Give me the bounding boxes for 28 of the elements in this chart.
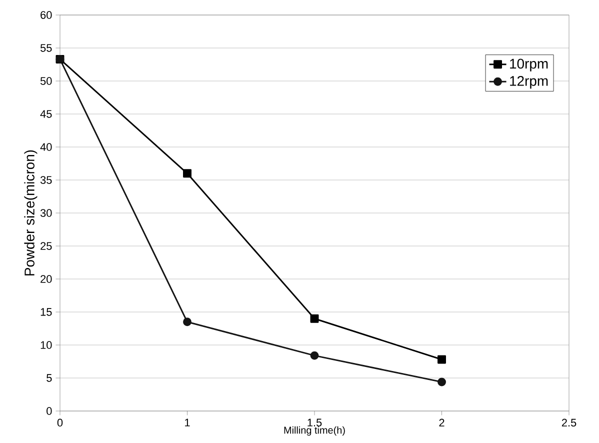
x-tick-label: 1 — [185, 418, 190, 426]
y-tick-label: 25 — [40, 242, 52, 250]
legend-label: 12rpm — [510, 76, 548, 89]
y-tick-label: 30 — [40, 209, 52, 217]
x-axis-title: Milling time(h) — [284, 426, 345, 436]
x-tick-label: 2 — [439, 418, 444, 426]
y-tick-label: 20 — [40, 275, 52, 283]
y-tick-label: 45 — [40, 110, 52, 118]
point — [183, 169, 192, 178]
y-tick-label: 10 — [40, 341, 52, 349]
y-tick-label: 15 — [40, 308, 52, 316]
y-tick-label: 35 — [40, 176, 52, 184]
legend-label: 10rpm — [510, 58, 548, 72]
x-tick-label: 0 — [57, 418, 63, 427]
point — [183, 318, 192, 326]
point — [438, 355, 446, 364]
y-tick-label: 5 — [46, 374, 52, 382]
y-axis-title: Powder size(micron) — [24, 150, 38, 276]
point — [438, 378, 446, 386]
y-tick-label: 0 — [46, 407, 52, 415]
y-tick-label: 55 — [40, 44, 52, 52]
y-tick-label: 50 — [40, 77, 52, 85]
x-tick-label: 2.5 — [562, 418, 576, 427]
y-tick-label: 40 — [40, 143, 52, 151]
y-tick-label: 60 — [40, 11, 52, 19]
point — [310, 314, 319, 323]
x-tick-label: 1.5 — [308, 418, 322, 426]
point — [310, 351, 319, 360]
